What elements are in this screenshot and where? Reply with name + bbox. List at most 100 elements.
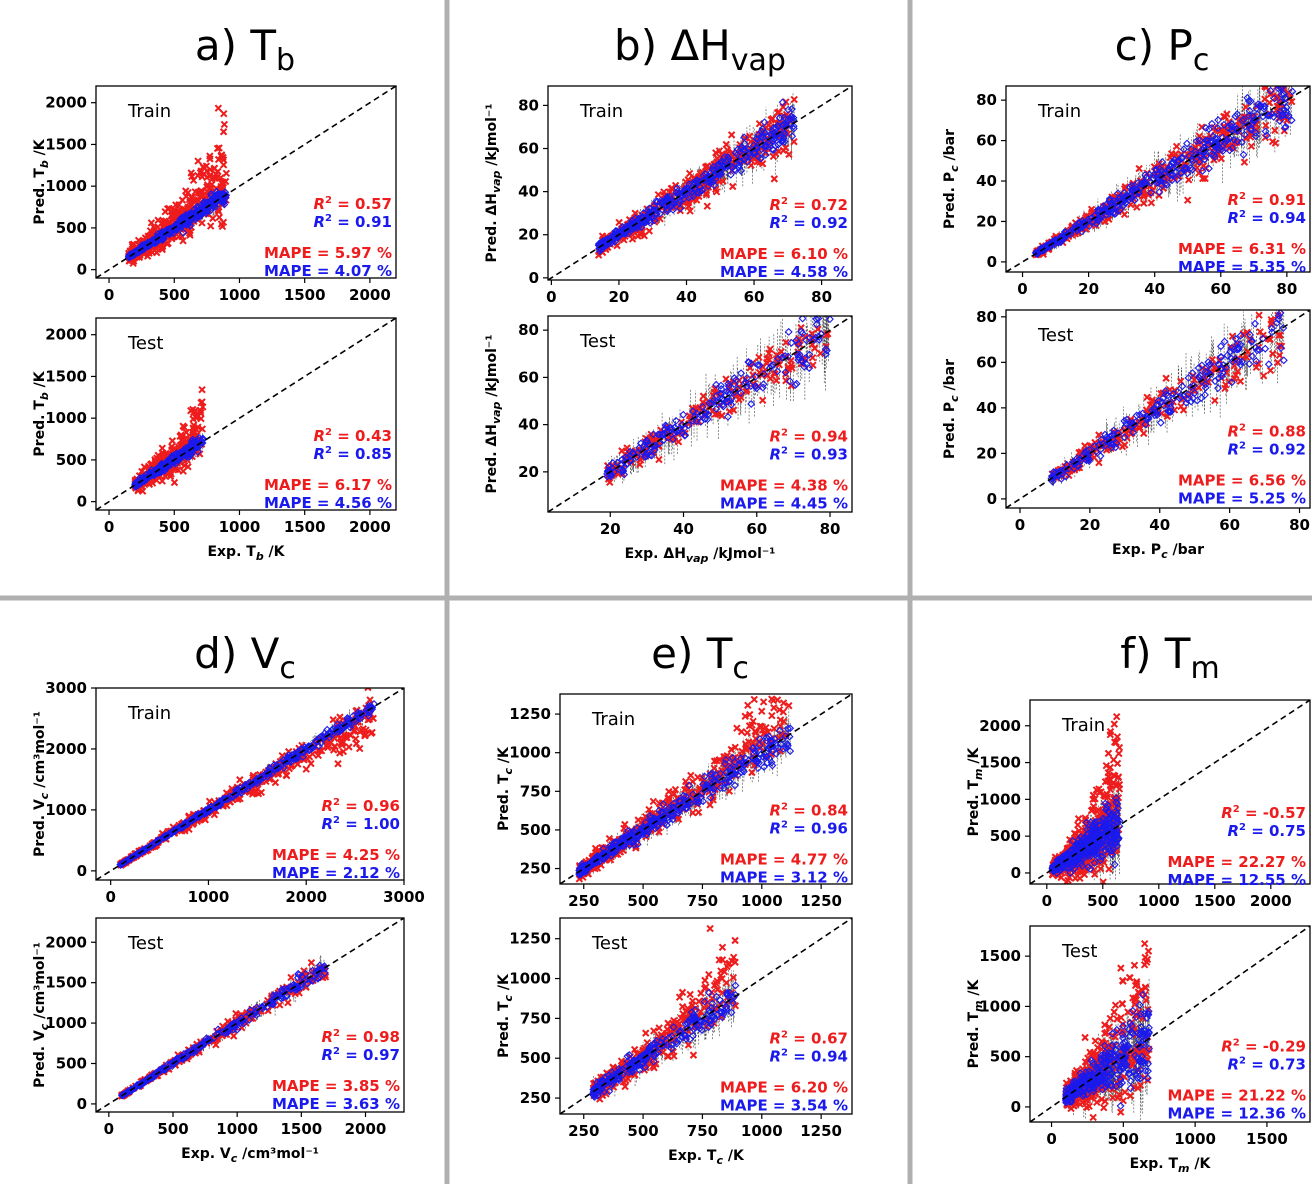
point-model-a xyxy=(704,203,710,209)
y-axis-label: Pred. ΔHvap /kJmol⁻¹ xyxy=(484,335,503,494)
x-tick-label: 60 xyxy=(746,520,767,538)
subset-label: Train xyxy=(127,101,171,122)
r2-model-b: R2 = 0.93 xyxy=(769,445,848,463)
point-model-a xyxy=(180,468,186,474)
point-model-a xyxy=(1185,197,1191,203)
x-tick-label: 1500 xyxy=(284,286,326,304)
point-model-a xyxy=(810,362,816,368)
x-tick-label: 1500 xyxy=(284,518,326,536)
y-tick-label: 0 xyxy=(529,269,539,287)
point-model-a xyxy=(199,387,205,393)
y-tick-label: 40 xyxy=(518,183,539,201)
x-tick-label: 0 xyxy=(104,518,114,536)
point-model-a xyxy=(1241,159,1247,165)
point-model-a xyxy=(1248,143,1254,149)
y-axis-label: Pred. ΔHvap /kJmol⁻¹ xyxy=(484,104,503,263)
y-tick-label: 60 xyxy=(518,140,539,158)
y-tick-label: 0 xyxy=(77,493,87,511)
point-model-a xyxy=(730,184,736,190)
point-model-a xyxy=(1277,74,1283,80)
point-model-a xyxy=(1122,211,1128,217)
y-tick-label: 1000 xyxy=(45,177,87,195)
r2-model-b: R2 = 0.85 xyxy=(313,445,392,463)
point-model-b xyxy=(1281,78,1287,84)
point-model-a xyxy=(221,111,227,117)
point-model-a xyxy=(1186,177,1192,183)
scatter-points xyxy=(596,92,798,258)
point-model-a xyxy=(169,438,175,444)
x-tick-label: 80 xyxy=(811,288,832,306)
x-tick-label: 60 xyxy=(744,288,765,306)
y-tick-label: 1000 xyxy=(45,409,87,427)
y-tick-label: 40 xyxy=(518,416,539,434)
panel-title: b) ΔHvap xyxy=(614,21,786,78)
point-model-a xyxy=(1281,73,1287,79)
x-tick-label: 1000 xyxy=(219,286,261,304)
y-tick-label: 2000 xyxy=(45,94,87,112)
point-model-a xyxy=(771,176,777,182)
mape-model-a: MAPE = 5.97 % xyxy=(264,244,392,262)
point-model-a xyxy=(791,97,797,103)
panel-title: c) Pc xyxy=(1115,21,1210,78)
y-tick-label: 500 xyxy=(56,451,87,469)
y-tick-label: 20 xyxy=(518,463,539,481)
point-model-b xyxy=(1215,117,1221,123)
scatter-points xyxy=(132,387,206,494)
point-model-a xyxy=(817,350,823,356)
point-model-a xyxy=(1272,127,1278,133)
point-model-a xyxy=(786,151,792,157)
subset-label: Test xyxy=(579,331,615,352)
mape-model-b: MAPE = 4.45 % xyxy=(720,494,848,512)
y-tick-label: 80 xyxy=(518,321,539,339)
r2-model-b: R2 = 0.91 xyxy=(313,213,392,231)
x-tick-label: 0 xyxy=(104,286,114,304)
point-model-a xyxy=(756,354,762,360)
x-tick-label: 0 xyxy=(546,288,556,306)
mape-model-b: MAPE = 4.07 % xyxy=(264,262,392,280)
panel-b: b) ΔHvap 0 20 40 60 80 0 20 40 60 80 Pred. ΔHvap /k… xyxy=(484,21,852,565)
y-tick-label: 2000 xyxy=(45,326,87,344)
scatter-points xyxy=(126,105,230,266)
point-model-a xyxy=(1136,166,1142,172)
r2-model-a: R2 = 0.43 xyxy=(313,427,392,445)
y-tick-label: 1500 xyxy=(45,135,87,153)
y-tick-label: 1500 xyxy=(45,367,87,385)
point-model-a xyxy=(656,457,662,463)
subplot-test: 20 40 60 80 20 40 60 80 Pred. ΔHvap /kJmol⁻¹ Exp.… xyxy=(484,278,852,565)
point-model-a xyxy=(810,355,816,361)
point-model-a xyxy=(195,158,201,164)
y-tick-label: 20 xyxy=(518,226,539,244)
x-axis-label: Exp. ΔHvap /kJmol⁻¹ xyxy=(625,546,776,565)
x-tick-label: 1000 xyxy=(219,518,261,536)
x-tick-label: 40 xyxy=(673,520,694,538)
mape-model-b: MAPE = 4.56 % xyxy=(264,494,392,512)
mape-model-a: MAPE = 4.38 % xyxy=(720,476,848,494)
point-model-a xyxy=(1284,80,1290,86)
point-model-b xyxy=(1285,58,1291,64)
point-model-a xyxy=(179,197,185,203)
point-model-a xyxy=(630,236,636,242)
x-tick-label: 20 xyxy=(608,288,629,306)
x-tick-label: 20 xyxy=(600,520,621,538)
subset-label: Train xyxy=(579,101,623,122)
x-axis-label: Exp. Tb /K xyxy=(207,544,285,563)
point-model-a xyxy=(1134,204,1140,210)
point-model-a xyxy=(210,215,216,221)
point-model-a xyxy=(221,121,227,127)
r2-model-a: R2 = 0.72 xyxy=(769,196,848,214)
y-tick-label: 60 xyxy=(518,368,539,386)
point-model-a xyxy=(221,129,227,135)
point-model-a xyxy=(171,479,177,485)
r2-model-a: R2 = 0.94 xyxy=(769,427,848,445)
subset-label: Test xyxy=(127,333,163,354)
r2-model-b: R2 = 0.92 xyxy=(769,214,848,232)
mape-model-a: MAPE = 6.17 % xyxy=(264,476,392,494)
panel-title: a) Tb xyxy=(195,21,295,78)
x-tick-label: 2000 xyxy=(349,518,391,536)
